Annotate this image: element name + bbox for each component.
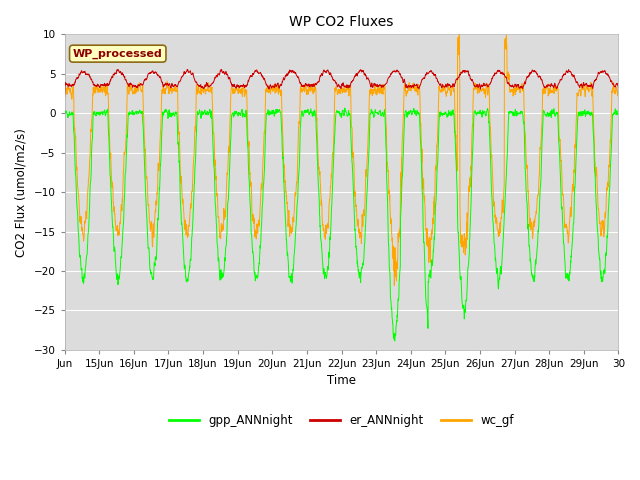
Text: WP_processed: WP_processed bbox=[73, 48, 163, 59]
Title: WP CO2 Fluxes: WP CO2 Fluxes bbox=[289, 15, 394, 29]
Legend: gpp_ANNnight, er_ANNnight, wc_gf: gpp_ANNnight, er_ANNnight, wc_gf bbox=[164, 409, 518, 432]
X-axis label: Time: Time bbox=[327, 374, 356, 387]
Y-axis label: CO2 Flux (umol/m2/s): CO2 Flux (umol/m2/s) bbox=[15, 128, 28, 256]
